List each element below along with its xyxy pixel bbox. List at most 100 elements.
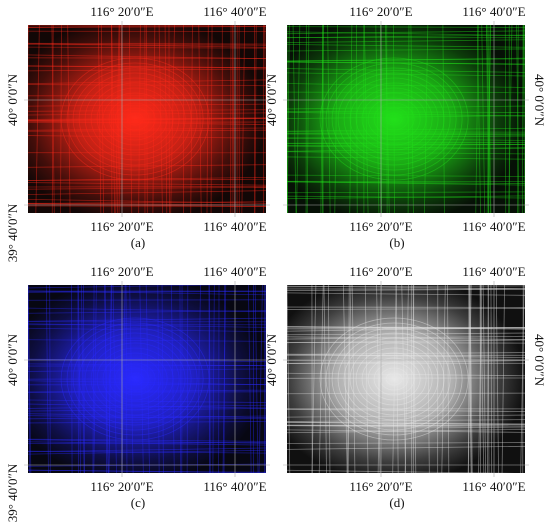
ring-road [319, 317, 469, 441]
ring-road [367, 97, 421, 141]
road [287, 422, 525, 425]
road [28, 285, 31, 473]
road [28, 65, 266, 69]
road [210, 25, 213, 213]
road-network [287, 25, 525, 213]
road [28, 68, 266, 72]
road [287, 421, 525, 426]
road [441, 285, 446, 473]
road [28, 327, 266, 333]
road [393, 25, 395, 213]
ring-road [102, 92, 168, 146]
ring-road [90, 82, 180, 156]
road [287, 127, 525, 132]
road [287, 181, 525, 184]
road [287, 31, 525, 36]
road [28, 438, 266, 442]
road [488, 25, 491, 213]
road [501, 285, 505, 473]
ring-road [126, 112, 144, 126]
road [486, 25, 491, 213]
road [118, 25, 123, 213]
road [287, 445, 525, 450]
road [241, 25, 246, 213]
ring-road [319, 57, 469, 181]
road [28, 365, 266, 367]
ring-road [349, 342, 439, 416]
ring-road [331, 67, 457, 171]
road [287, 332, 525, 336]
road [28, 164, 266, 168]
ring-road [385, 372, 403, 386]
road [28, 79, 266, 84]
road [28, 42, 266, 45]
road [287, 326, 525, 329]
road [482, 285, 487, 473]
road [28, 307, 266, 313]
road [287, 326, 525, 332]
road [28, 57, 266, 59]
road [28, 135, 266, 139]
ring-road [367, 357, 421, 401]
road [322, 25, 324, 213]
left-coordinate-label: 40° 0′0″N [5, 73, 20, 126]
ring-road [60, 57, 210, 181]
top-coordinate-label: 116° 20′0″E [349, 4, 412, 19]
road [223, 285, 226, 473]
road [349, 25, 353, 213]
road [480, 285, 485, 473]
ring-road [337, 332, 451, 426]
road [179, 285, 182, 473]
road [28, 399, 266, 403]
light-glow [28, 25, 266, 213]
road [516, 25, 520, 213]
road [287, 39, 525, 43]
road [125, 285, 128, 473]
road [287, 156, 525, 160]
road [28, 118, 266, 122]
ring-road [72, 327, 198, 431]
road [401, 285, 407, 473]
road [287, 132, 525, 135]
ring-road [361, 352, 427, 406]
road [198, 25, 202, 213]
road [287, 25, 290, 213]
road [287, 469, 515, 473]
road [28, 112, 266, 116]
road [287, 30, 525, 35]
road [145, 25, 148, 213]
ring-road [120, 107, 150, 131]
ring-road [343, 337, 445, 421]
road [356, 25, 358, 213]
road [206, 25, 209, 213]
map-panel: 116° 20′0″E 116° 40′0″E 116° 20′0″E 116° 40… [264, 264, 547, 510]
road [264, 25, 266, 181]
road [77, 285, 79, 473]
road [28, 186, 266, 188]
road [28, 450, 266, 454]
road [287, 135, 525, 139]
ring-road [120, 367, 150, 391]
road [28, 44, 266, 46]
ring-road [108, 357, 162, 401]
road [520, 285, 525, 473]
road [28, 415, 266, 420]
ring-road [373, 362, 415, 396]
road [318, 285, 324, 473]
road [287, 285, 525, 288]
road-network [28, 285, 266, 473]
road [287, 360, 525, 364]
road [51, 25, 54, 213]
road [287, 34, 525, 39]
road [487, 285, 489, 473]
ring-road [379, 367, 409, 391]
road [287, 142, 525, 144]
road [28, 380, 266, 386]
road [222, 285, 227, 473]
road [28, 65, 266, 69]
road [523, 25, 525, 125]
road [258, 285, 263, 473]
road [523, 25, 525, 213]
road [287, 137, 525, 141]
